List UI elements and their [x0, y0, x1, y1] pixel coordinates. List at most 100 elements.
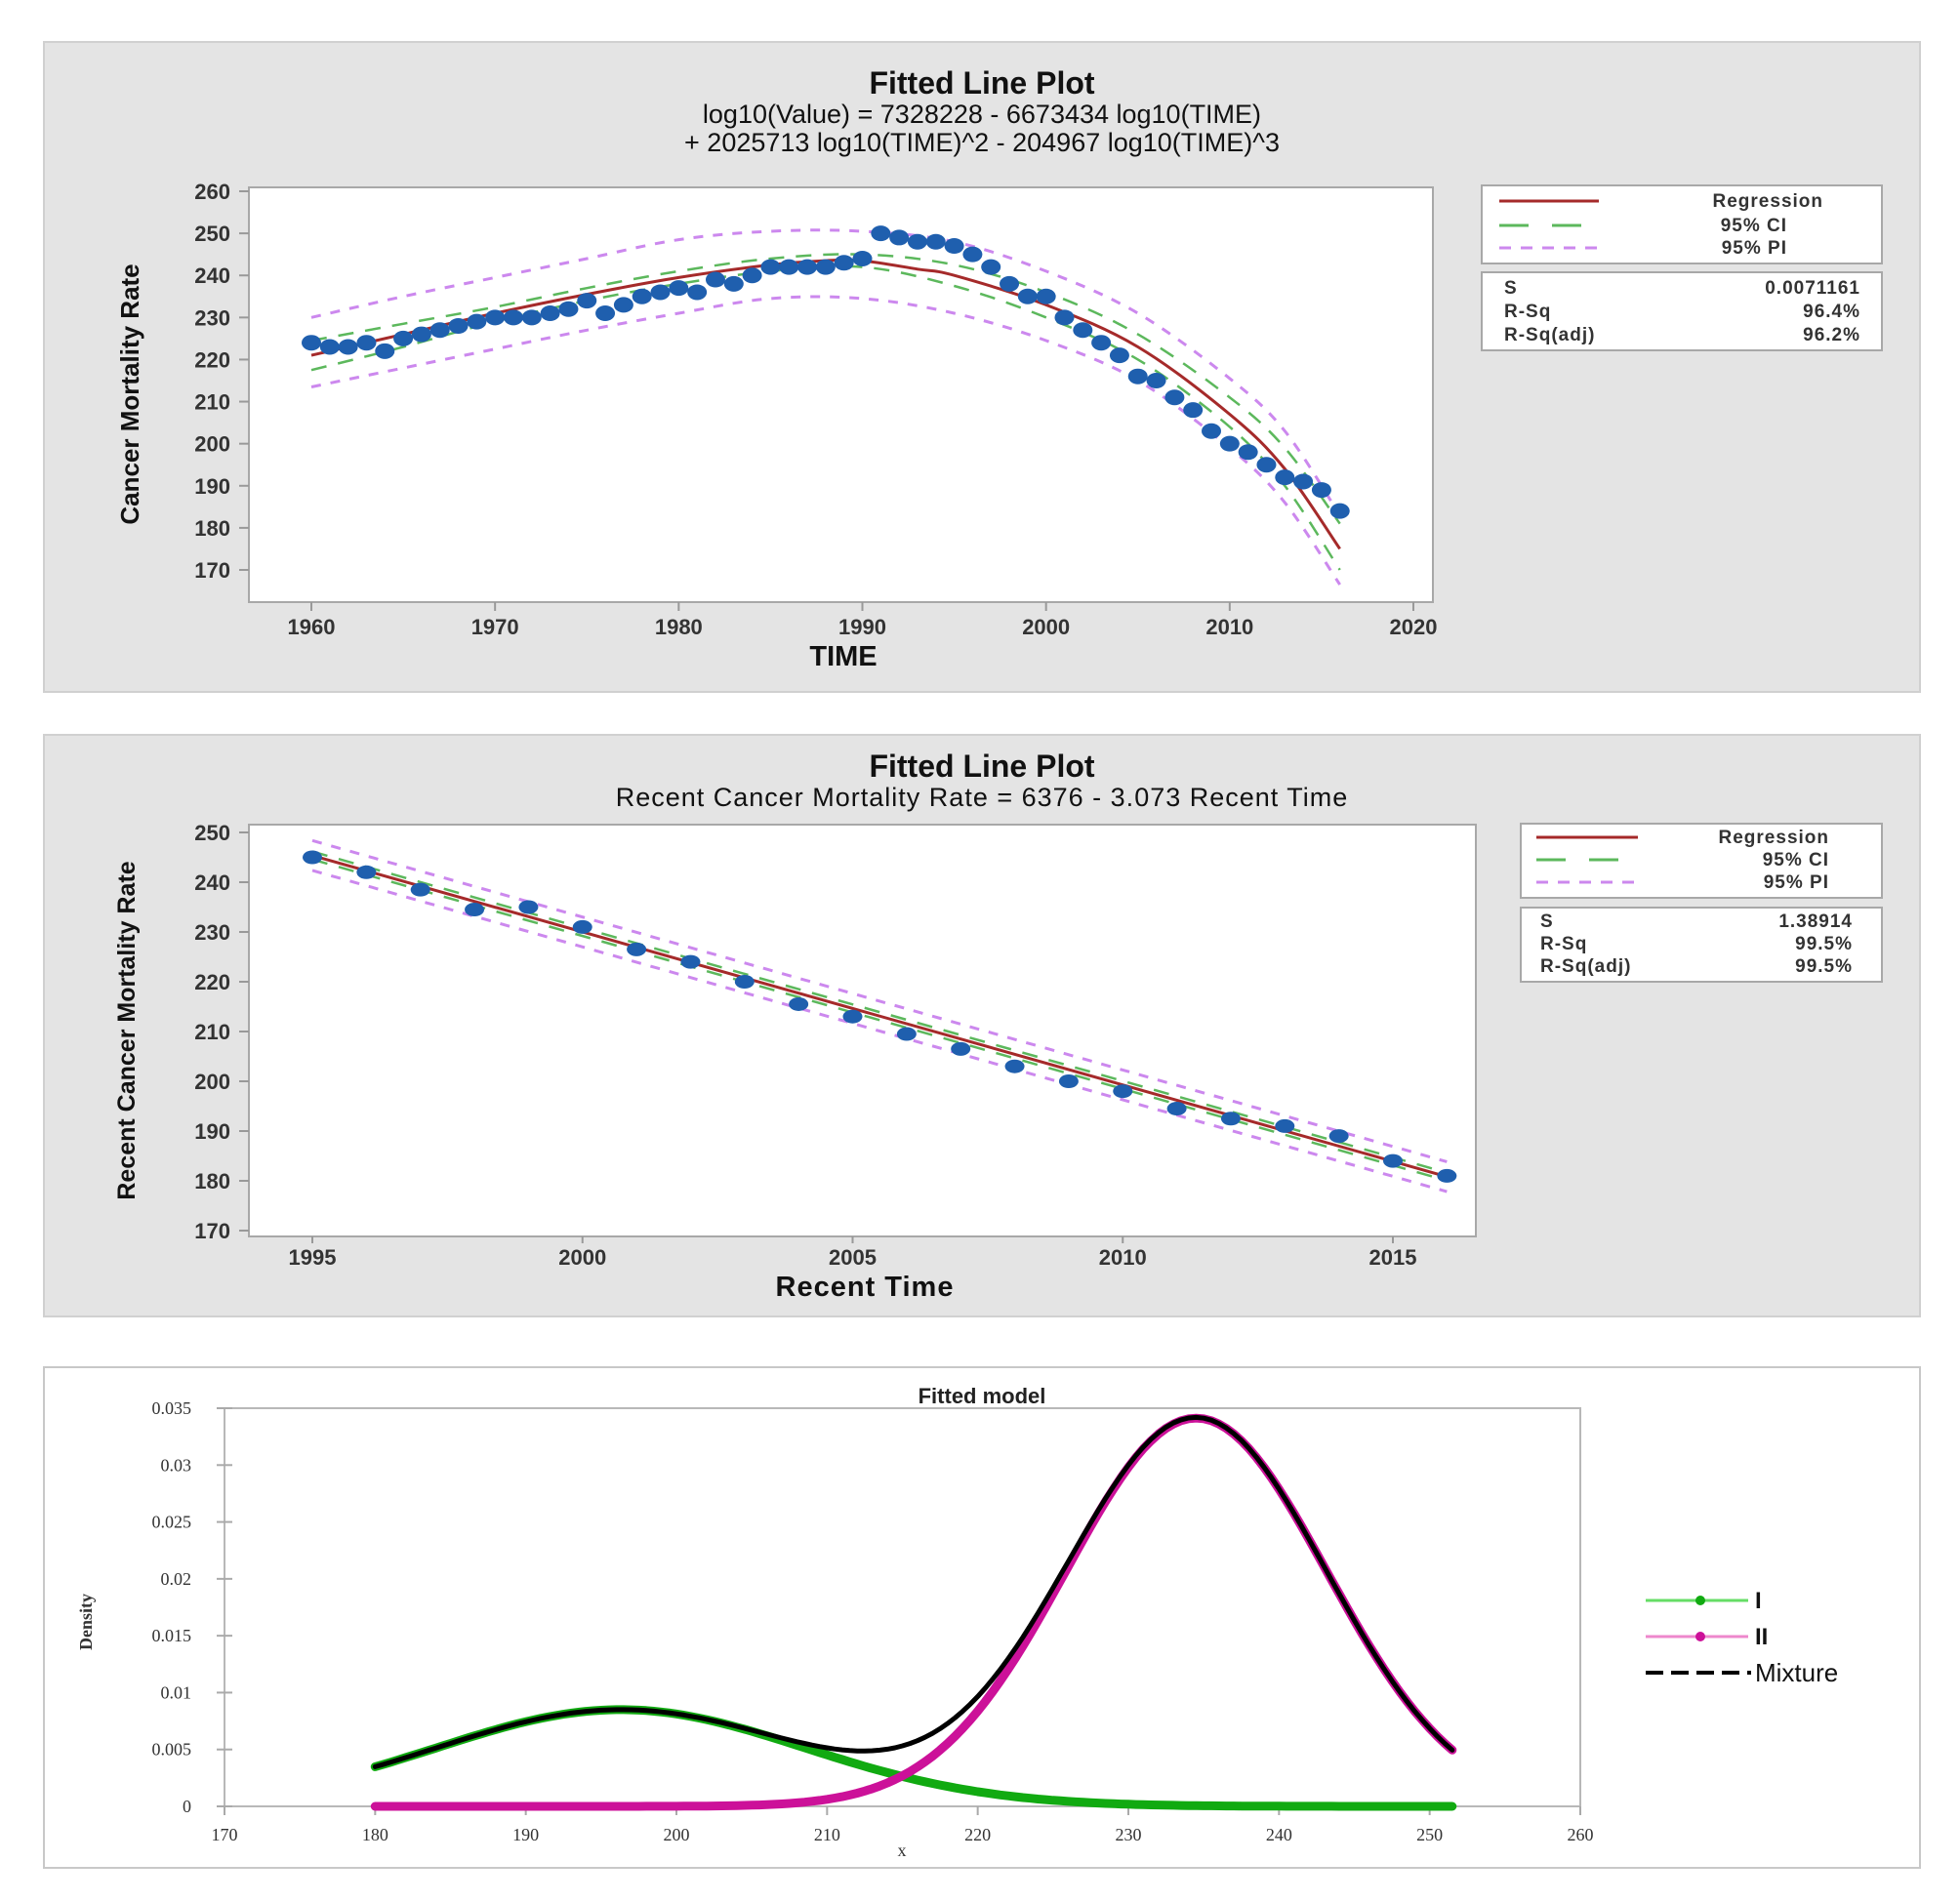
chart-1-data-point — [302, 335, 321, 351]
chart-1-data-point — [1311, 482, 1331, 499]
stat-s-label: S — [1540, 911, 1554, 932]
chart-2-x-axis-label: Recent Time — [776, 1272, 955, 1303]
chart-2-data-point — [680, 954, 701, 969]
chart-2-data-point — [1113, 1084, 1133, 1099]
chart-1-data-point — [1036, 288, 1056, 304]
chart-1-data-point — [687, 284, 708, 301]
chart-1-data-point — [467, 313, 487, 330]
chart-1-data-point — [1183, 402, 1204, 419]
chart-1-data-point — [907, 233, 927, 250]
chart-1-data-point — [797, 259, 818, 275]
chart-1-y-tick-label: 190 — [194, 474, 230, 499]
chart-1-data-point — [962, 246, 983, 263]
chart-2-data-point — [1166, 1102, 1187, 1116]
chart-2-data-point — [734, 975, 755, 989]
legend-pi-label: 95% PI — [1764, 872, 1829, 893]
chart-1-x-tick-label: 1970 — [471, 615, 519, 639]
chart-1-x-tick-label: 2020 — [1390, 615, 1438, 639]
chart-1-x-tick-label: 1960 — [288, 615, 336, 639]
chart-1-data-point — [375, 343, 395, 359]
chart-1-y-tick-label: 200 — [194, 432, 230, 457]
chart-2-pi-upper-line — [311, 838, 1448, 1163]
chart-2-equation: Recent Cancer Mortality Rate = 6376 - 3.… — [616, 783, 1349, 812]
chart-2-x-tick-label: 2000 — [558, 1245, 606, 1270]
stat-rsq-label: R-Sq — [1504, 302, 1551, 322]
chart-2-legend: Regression 95% CI 95% PI — [1520, 823, 1883, 899]
chart-1-data-point — [577, 293, 597, 309]
chart-3-y-tick-label: 0.02 — [161, 1569, 192, 1589]
chart-1-data-point — [1275, 469, 1295, 486]
chart-2-pi-lower-line — [311, 869, 1448, 1194]
fitted-line-plot-panel-2: Fitted Line Plot Recent Cancer Mortality… — [43, 734, 1921, 1317]
chart-3-x-axis-label: x — [898, 1841, 907, 1860]
chart-3-x-tick-label: 230 — [1116, 1825, 1142, 1844]
chart-3-x-tick-label: 260 — [1568, 1825, 1594, 1844]
chart-1-data-point — [1054, 309, 1075, 326]
chart-2-data-point — [356, 865, 377, 879]
chart-1: Fitted Line Plot log10(Value) = 7328228 … — [115, 65, 1883, 672]
chart-1-data-point — [632, 288, 652, 304]
chart-1-data-point — [1293, 473, 1314, 490]
chart-1-x-tick-label: 2000 — [1022, 615, 1070, 639]
chart-2-data-point — [1220, 1112, 1241, 1126]
chart-3-y-tick-label: 0.03 — [161, 1455, 192, 1475]
chart-1-data-point — [815, 259, 836, 275]
chart-1-data-point — [1000, 275, 1020, 292]
chart-1-y-tick-label: 210 — [194, 390, 230, 415]
chart-2-y-tick-label: 190 — [194, 1119, 230, 1144]
chart-1-data-point — [650, 284, 671, 301]
legend-component-i-marker — [1695, 1596, 1705, 1605]
stat-rsq-adj-label: R-Sq(adj) — [1540, 956, 1631, 977]
chart-1-data-point — [1017, 288, 1038, 304]
chart-1-data-point — [1219, 435, 1240, 452]
chart-1-x-axis-label: TIME — [809, 641, 877, 672]
chart-3-legend: I II Mixture — [1646, 1588, 1838, 1687]
chart-1-y-tick-label: 180 — [194, 516, 230, 541]
chart-2-x-tick-label: 2005 — [829, 1245, 877, 1270]
chart-1-y-tick-label: 170 — [194, 558, 230, 583]
chart-3-y-tick-label: 0.01 — [161, 1682, 192, 1702]
legend-ci-label: 95% CI — [1763, 850, 1829, 870]
legend-ci-label: 95% CI — [1721, 216, 1787, 236]
stat-s-value: 1.38914 — [1778, 911, 1853, 932]
chart-1-data-point — [742, 267, 762, 284]
chart-2-ci-upper-line — [311, 850, 1448, 1174]
legend-component-ii-label: II — [1755, 1624, 1768, 1650]
chart-2-data-point — [896, 1027, 917, 1041]
chart-1-data-point — [760, 259, 781, 275]
chart-2-y-tick-label: 200 — [194, 1070, 230, 1094]
chart-1-data-point — [613, 297, 633, 313]
chart-1-data-point — [595, 305, 616, 322]
chart-2-data-point — [1383, 1153, 1403, 1168]
chart-2-ci-lower-line — [311, 858, 1448, 1183]
legend-regression-label: Regression — [1719, 828, 1829, 848]
chart-1-y-tick-label: 250 — [194, 222, 230, 246]
chart-1-data-point — [1146, 373, 1166, 388]
chart-2-data-point — [1437, 1168, 1457, 1183]
chart-3-x-tick-label: 240 — [1266, 1825, 1292, 1844]
stat-rsq-value: 96.4% — [1803, 302, 1860, 322]
chart-1-x-tick-label: 2010 — [1205, 615, 1253, 639]
chart-3-y-tick-label: 0.025 — [152, 1513, 192, 1532]
chart-1-data-point — [338, 339, 358, 355]
chart-2-data-point — [627, 942, 647, 956]
chart-2-data-point — [1058, 1074, 1079, 1088]
chart-2-data-point — [1275, 1118, 1295, 1133]
chart-1-x-tick-label: 1980 — [655, 615, 703, 639]
chart-3-mixture-curve — [372, 1414, 1455, 1769]
chart-1-plot-area — [248, 186, 1434, 603]
chart-1-data-point — [356, 335, 377, 351]
chart-2-x-tick-label: 2010 — [1099, 1245, 1147, 1270]
chart-3-y-tick-label: 0.015 — [152, 1626, 192, 1645]
chart-1-y-axis-label: Cancer Mortality Rate — [115, 263, 144, 524]
chart-3-title: Fitted model — [919, 1384, 1046, 1408]
stat-rsq-label: R-Sq — [1540, 934, 1587, 954]
chart-2-regression-line — [311, 854, 1448, 1179]
chart-1-stats-box: S 0.0071161 R-Sq 96.4% R-Sq(adj) 96.2% — [1481, 271, 1883, 351]
legend-component-ii-marker — [1695, 1632, 1705, 1641]
chart-1-x-tick-label: 1990 — [838, 615, 886, 639]
chart-1-y-tick-label: 240 — [194, 263, 230, 288]
stat-s-label: S — [1504, 278, 1518, 299]
chart-2-data-point — [572, 919, 592, 934]
chart-2-y-tick-label: 170 — [194, 1219, 230, 1243]
